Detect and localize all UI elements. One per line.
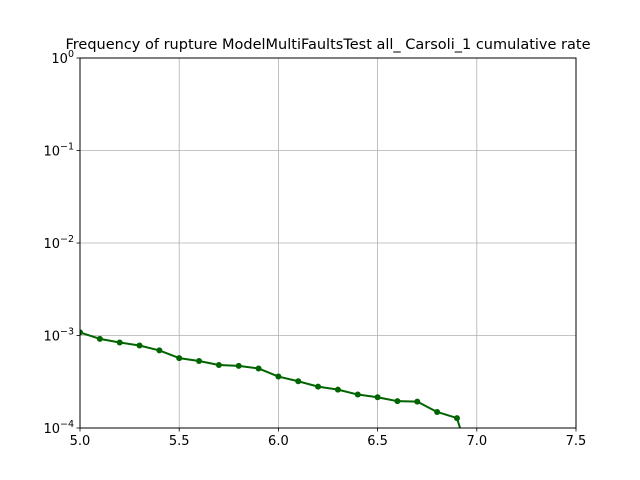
data-point — [295, 378, 302, 385]
y-tick-label: 10−2 — [43, 234, 74, 252]
data-point — [394, 398, 401, 405]
y-tick-label: 10−4 — [43, 419, 74, 437]
data-point — [255, 365, 262, 372]
x-tick-label: 6.5 — [367, 434, 388, 449]
data-point — [215, 361, 222, 368]
data-point — [235, 362, 242, 369]
data-point — [176, 355, 183, 362]
data-point — [275, 373, 282, 380]
y-tick-label: 100 — [51, 49, 74, 67]
data-point — [414, 398, 421, 405]
x-tick-label: 7.0 — [466, 434, 487, 449]
series-layer — [80, 329, 462, 428]
y-axis: 10−4 10−3 10−2 10−1 100 — [43, 49, 80, 437]
x-tick-label: 5.0 — [70, 434, 91, 449]
data-point — [374, 394, 381, 401]
y-tick-label: 10−3 — [43, 327, 74, 345]
y-tick-label: 10−1 — [43, 142, 74, 160]
x-axis: 5.0 5.5 6.0 6.5 7.0 7.5 — [70, 428, 587, 449]
data-point — [196, 358, 203, 365]
x-tick-label: 5.5 — [169, 434, 190, 449]
x-tick-label: 6.0 — [268, 434, 289, 449]
x-tick-label: 7.5 — [566, 434, 587, 449]
data-point — [354, 391, 361, 398]
data-point — [434, 408, 441, 415]
data-point — [315, 383, 322, 390]
data-point — [453, 415, 460, 422]
data-point — [80, 329, 83, 336]
data-point — [96, 335, 103, 342]
data-point — [136, 342, 143, 349]
data-point — [116, 339, 123, 346]
data-point — [156, 347, 163, 354]
chart-title: Frequency of rupture ModelMultiFaultsTes… — [65, 37, 590, 53]
data-point — [334, 386, 341, 393]
